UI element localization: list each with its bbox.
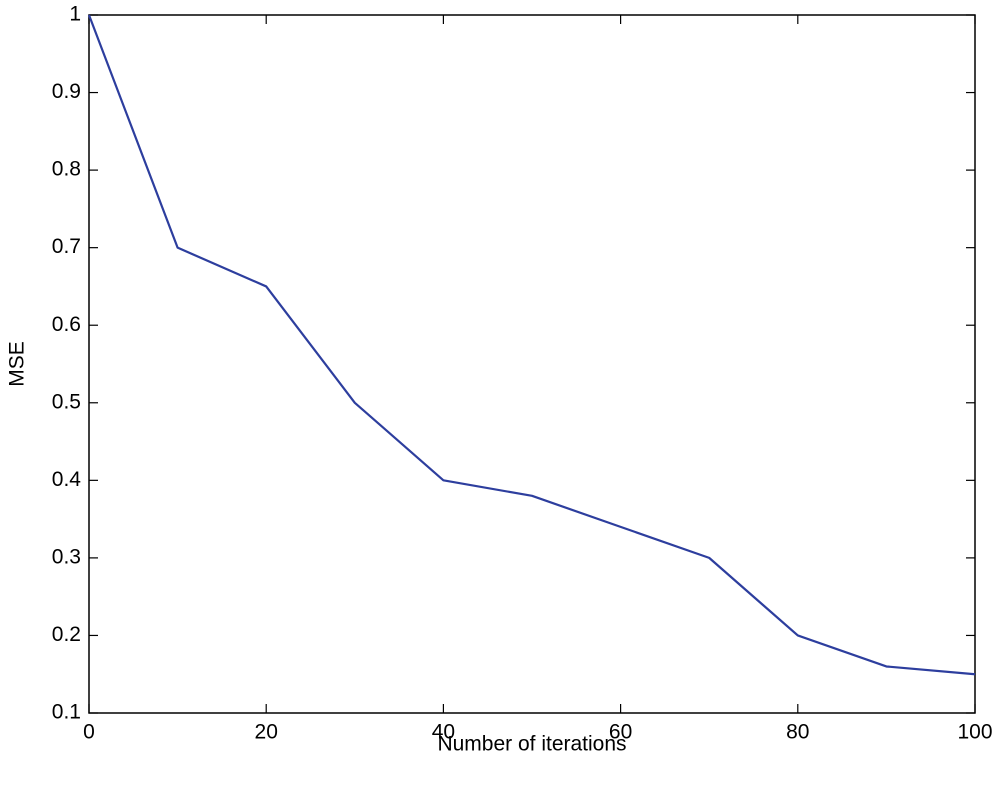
x-tick-label: 40: [432, 721, 455, 744]
x-tick-label: 0: [83, 721, 95, 744]
y-tick-label: 0.7: [52, 235, 81, 258]
y-tick-label: 0.6: [52, 313, 81, 336]
y-tick-label: 0.3: [52, 545, 81, 568]
y-axis-label: MSE: [6, 341, 29, 387]
data-line: [87, 14, 976, 676]
x-tick-label: 60: [609, 721, 632, 744]
y-tick-label: 0.9: [52, 80, 81, 103]
y-tick-label: 0.2: [52, 623, 81, 646]
plot-frame: [88, 14, 976, 714]
y-tick-label: 0.1: [52, 701, 81, 724]
y-tick-label: 0.4: [52, 468, 82, 491]
y-tick-label: 1: [69, 3, 81, 26]
x-tick-label: 20: [255, 721, 278, 744]
y-tick-label: 0.5: [52, 390, 81, 413]
y-tick-label: 0.8: [52, 158, 81, 181]
x-axis-label: Number of iterations: [437, 733, 626, 756]
x-tick-label: 80: [786, 721, 809, 744]
x-tick-label: 100: [957, 721, 992, 744]
